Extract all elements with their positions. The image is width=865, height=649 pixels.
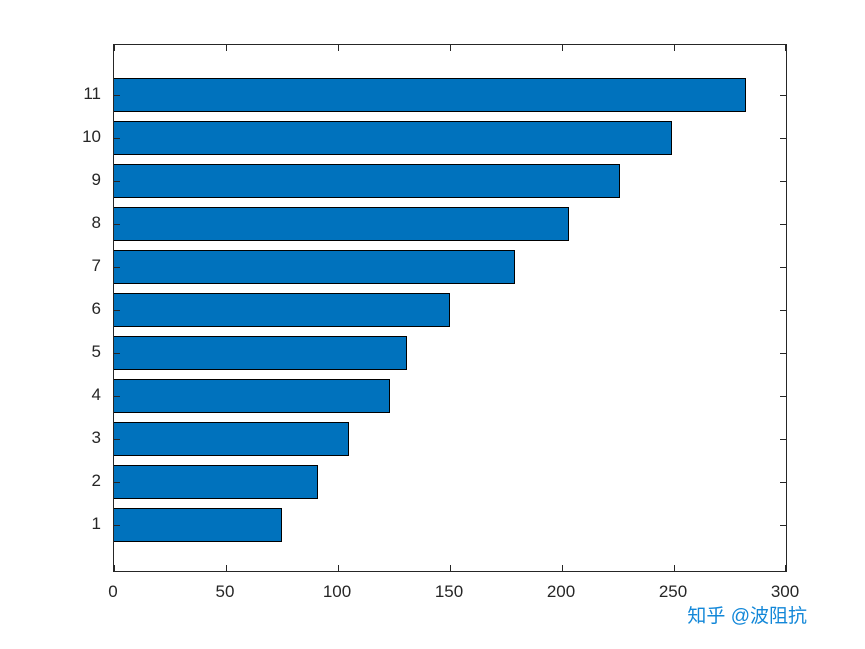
y-tick-mark: [114, 525, 120, 526]
y-tick-mark: [780, 482, 786, 483]
y-tick-label: 8: [91, 213, 101, 232]
y-tick-label: 4: [91, 385, 101, 404]
x-tick-label: 0: [108, 582, 118, 601]
plot-area: [113, 44, 787, 572]
y-tick-mark: [780, 310, 786, 311]
x-tick-mark: [226, 45, 227, 51]
x-tick-mark: [562, 565, 563, 571]
bar-category-8: [114, 207, 569, 241]
x-tick-mark: [785, 45, 786, 51]
x-tick-mark: [562, 45, 563, 51]
bar-category-4: [114, 379, 390, 413]
bar-category-3: [114, 422, 350, 456]
x-tick-mark: [114, 565, 115, 571]
y-tick-label: 1: [91, 514, 101, 533]
y-tick-mark: [780, 439, 786, 440]
x-tick-label: 50: [215, 582, 235, 601]
x-tick-mark: [114, 45, 115, 51]
x-tick-mark: [338, 565, 339, 571]
bar-category-5: [114, 336, 408, 370]
y-tick-mark: [780, 224, 786, 225]
y-tick-label: 9: [91, 170, 101, 189]
bar-category-2: [114, 465, 318, 499]
x-tick-mark: [674, 565, 675, 571]
bar-category-11: [114, 78, 746, 112]
y-tick-label: 11: [83, 84, 101, 103]
x-tick-label: 200: [546, 582, 576, 601]
watermark: 知乎 @波阻抗: [687, 601, 807, 628]
y-tick-mark: [780, 95, 786, 96]
x-tick-label: 300: [770, 582, 800, 601]
x-tick-label: 150: [434, 582, 464, 601]
y-tick-mark: [114, 267, 120, 268]
y-tick-mark: [780, 353, 786, 354]
watermark-text: 知乎 @波阻抗: [687, 606, 807, 627]
y-tick-mark: [780, 181, 786, 182]
bar-category-10: [114, 121, 672, 155]
y-tick-label: 7: [91, 256, 101, 275]
x-tick-label: 100: [322, 582, 352, 601]
y-tick-mark: [114, 95, 120, 96]
y-tick-mark: [114, 439, 120, 440]
y-tick-mark: [114, 396, 120, 397]
bar-category-7: [114, 250, 515, 284]
bar-category-9: [114, 164, 621, 198]
y-tick-mark: [114, 310, 120, 311]
y-tick-mark: [780, 396, 786, 397]
bar-category-6: [114, 293, 450, 327]
y-tick-mark: [114, 482, 120, 483]
x-tick-mark: [338, 45, 339, 51]
y-tick-label: 3: [91, 428, 101, 447]
y-tick-mark: [114, 181, 120, 182]
x-tick-mark: [450, 45, 451, 51]
bar-category-1: [114, 508, 282, 542]
y-tick-mark: [114, 353, 120, 354]
y-tick-mark: [114, 224, 120, 225]
y-tick-label: 5: [91, 342, 101, 361]
x-tick-mark: [226, 565, 227, 571]
y-tick-mark: [780, 525, 786, 526]
x-tick-mark: [450, 565, 451, 571]
y-tick-mark: [780, 267, 786, 268]
y-tick-label: 6: [91, 299, 101, 318]
y-tick-label: 2: [91, 471, 101, 490]
y-tick-mark: [114, 138, 120, 139]
x-tick-mark: [785, 565, 786, 571]
x-tick-label: 250: [658, 582, 688, 601]
y-tick-label: 10: [82, 127, 101, 146]
x-tick-mark: [674, 45, 675, 51]
y-tick-mark: [780, 138, 786, 139]
